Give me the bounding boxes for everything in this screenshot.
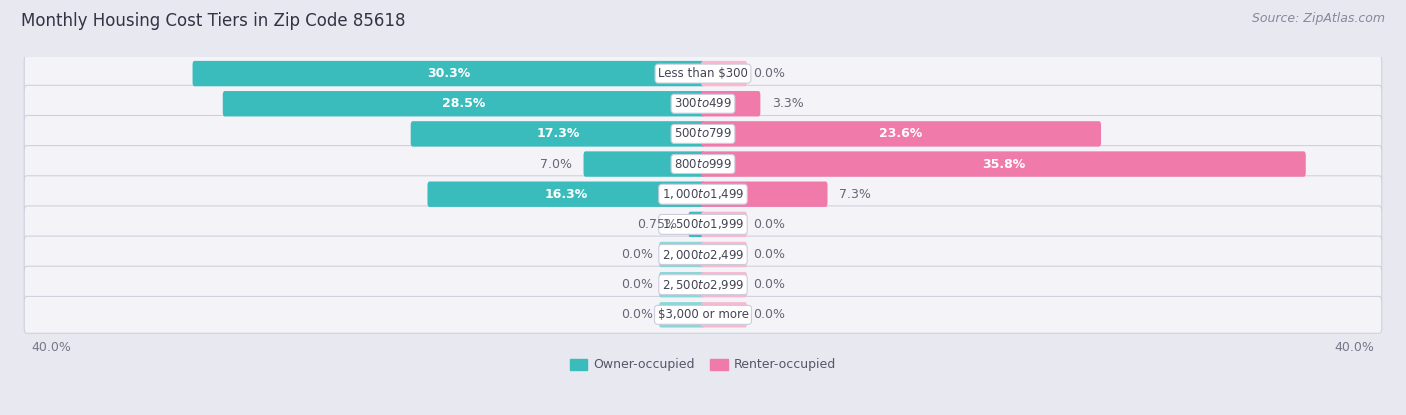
Text: Source: ZipAtlas.com: Source: ZipAtlas.com xyxy=(1251,12,1385,25)
FancyBboxPatch shape xyxy=(689,212,704,237)
FancyBboxPatch shape xyxy=(702,181,828,207)
Text: $1,000 to $1,499: $1,000 to $1,499 xyxy=(662,187,744,201)
Text: 0.0%: 0.0% xyxy=(620,278,652,291)
FancyBboxPatch shape xyxy=(24,236,1382,273)
Text: 28.5%: 28.5% xyxy=(443,97,485,110)
Text: 30.3%: 30.3% xyxy=(427,67,471,80)
Text: $1,500 to $1,999: $1,500 to $1,999 xyxy=(662,217,744,232)
FancyBboxPatch shape xyxy=(24,115,1382,152)
FancyBboxPatch shape xyxy=(24,266,1382,303)
FancyBboxPatch shape xyxy=(702,121,1101,146)
Text: Monthly Housing Cost Tiers in Zip Code 85618: Monthly Housing Cost Tiers in Zip Code 8… xyxy=(21,12,405,30)
Text: 0.0%: 0.0% xyxy=(620,308,652,321)
Text: $800 to $999: $800 to $999 xyxy=(673,158,733,171)
Text: 7.3%: 7.3% xyxy=(839,188,870,201)
FancyBboxPatch shape xyxy=(193,61,704,86)
Text: 0.0%: 0.0% xyxy=(754,248,786,261)
Text: 40.0%: 40.0% xyxy=(32,341,72,354)
FancyBboxPatch shape xyxy=(702,242,747,267)
Text: 0.0%: 0.0% xyxy=(620,248,652,261)
Text: 40.0%: 40.0% xyxy=(1334,341,1374,354)
FancyBboxPatch shape xyxy=(702,151,1306,177)
FancyBboxPatch shape xyxy=(411,121,704,146)
FancyBboxPatch shape xyxy=(24,55,1382,92)
Text: 0.0%: 0.0% xyxy=(754,218,786,231)
Text: 23.6%: 23.6% xyxy=(879,127,922,140)
FancyBboxPatch shape xyxy=(702,91,761,117)
FancyBboxPatch shape xyxy=(702,61,747,86)
FancyBboxPatch shape xyxy=(659,242,704,267)
FancyBboxPatch shape xyxy=(222,91,704,117)
Text: 0.75%: 0.75% xyxy=(637,218,678,231)
Text: $2,000 to $2,499: $2,000 to $2,499 xyxy=(662,247,744,261)
Text: $3,000 or more: $3,000 or more xyxy=(658,308,748,321)
FancyBboxPatch shape xyxy=(24,146,1382,183)
Text: 7.0%: 7.0% xyxy=(540,158,572,171)
FancyBboxPatch shape xyxy=(24,206,1382,243)
FancyBboxPatch shape xyxy=(24,176,1382,212)
FancyBboxPatch shape xyxy=(24,296,1382,333)
Text: $2,500 to $2,999: $2,500 to $2,999 xyxy=(662,278,744,292)
Legend: Owner-occupied, Renter-occupied: Owner-occupied, Renter-occupied xyxy=(565,354,841,376)
Text: 16.3%: 16.3% xyxy=(544,188,588,201)
Text: 0.0%: 0.0% xyxy=(754,278,786,291)
FancyBboxPatch shape xyxy=(702,272,747,298)
Text: 0.0%: 0.0% xyxy=(754,308,786,321)
FancyBboxPatch shape xyxy=(702,302,747,327)
FancyBboxPatch shape xyxy=(702,212,747,237)
FancyBboxPatch shape xyxy=(659,302,704,327)
FancyBboxPatch shape xyxy=(24,85,1382,122)
FancyBboxPatch shape xyxy=(427,181,704,207)
FancyBboxPatch shape xyxy=(659,272,704,298)
Text: $300 to $499: $300 to $499 xyxy=(673,97,733,110)
Text: 17.3%: 17.3% xyxy=(536,127,579,140)
Text: 35.8%: 35.8% xyxy=(981,158,1025,171)
Text: $500 to $799: $500 to $799 xyxy=(673,127,733,140)
Text: 3.3%: 3.3% xyxy=(772,97,804,110)
FancyBboxPatch shape xyxy=(583,151,704,177)
Text: 0.0%: 0.0% xyxy=(754,67,786,80)
Text: Less than $300: Less than $300 xyxy=(658,67,748,80)
